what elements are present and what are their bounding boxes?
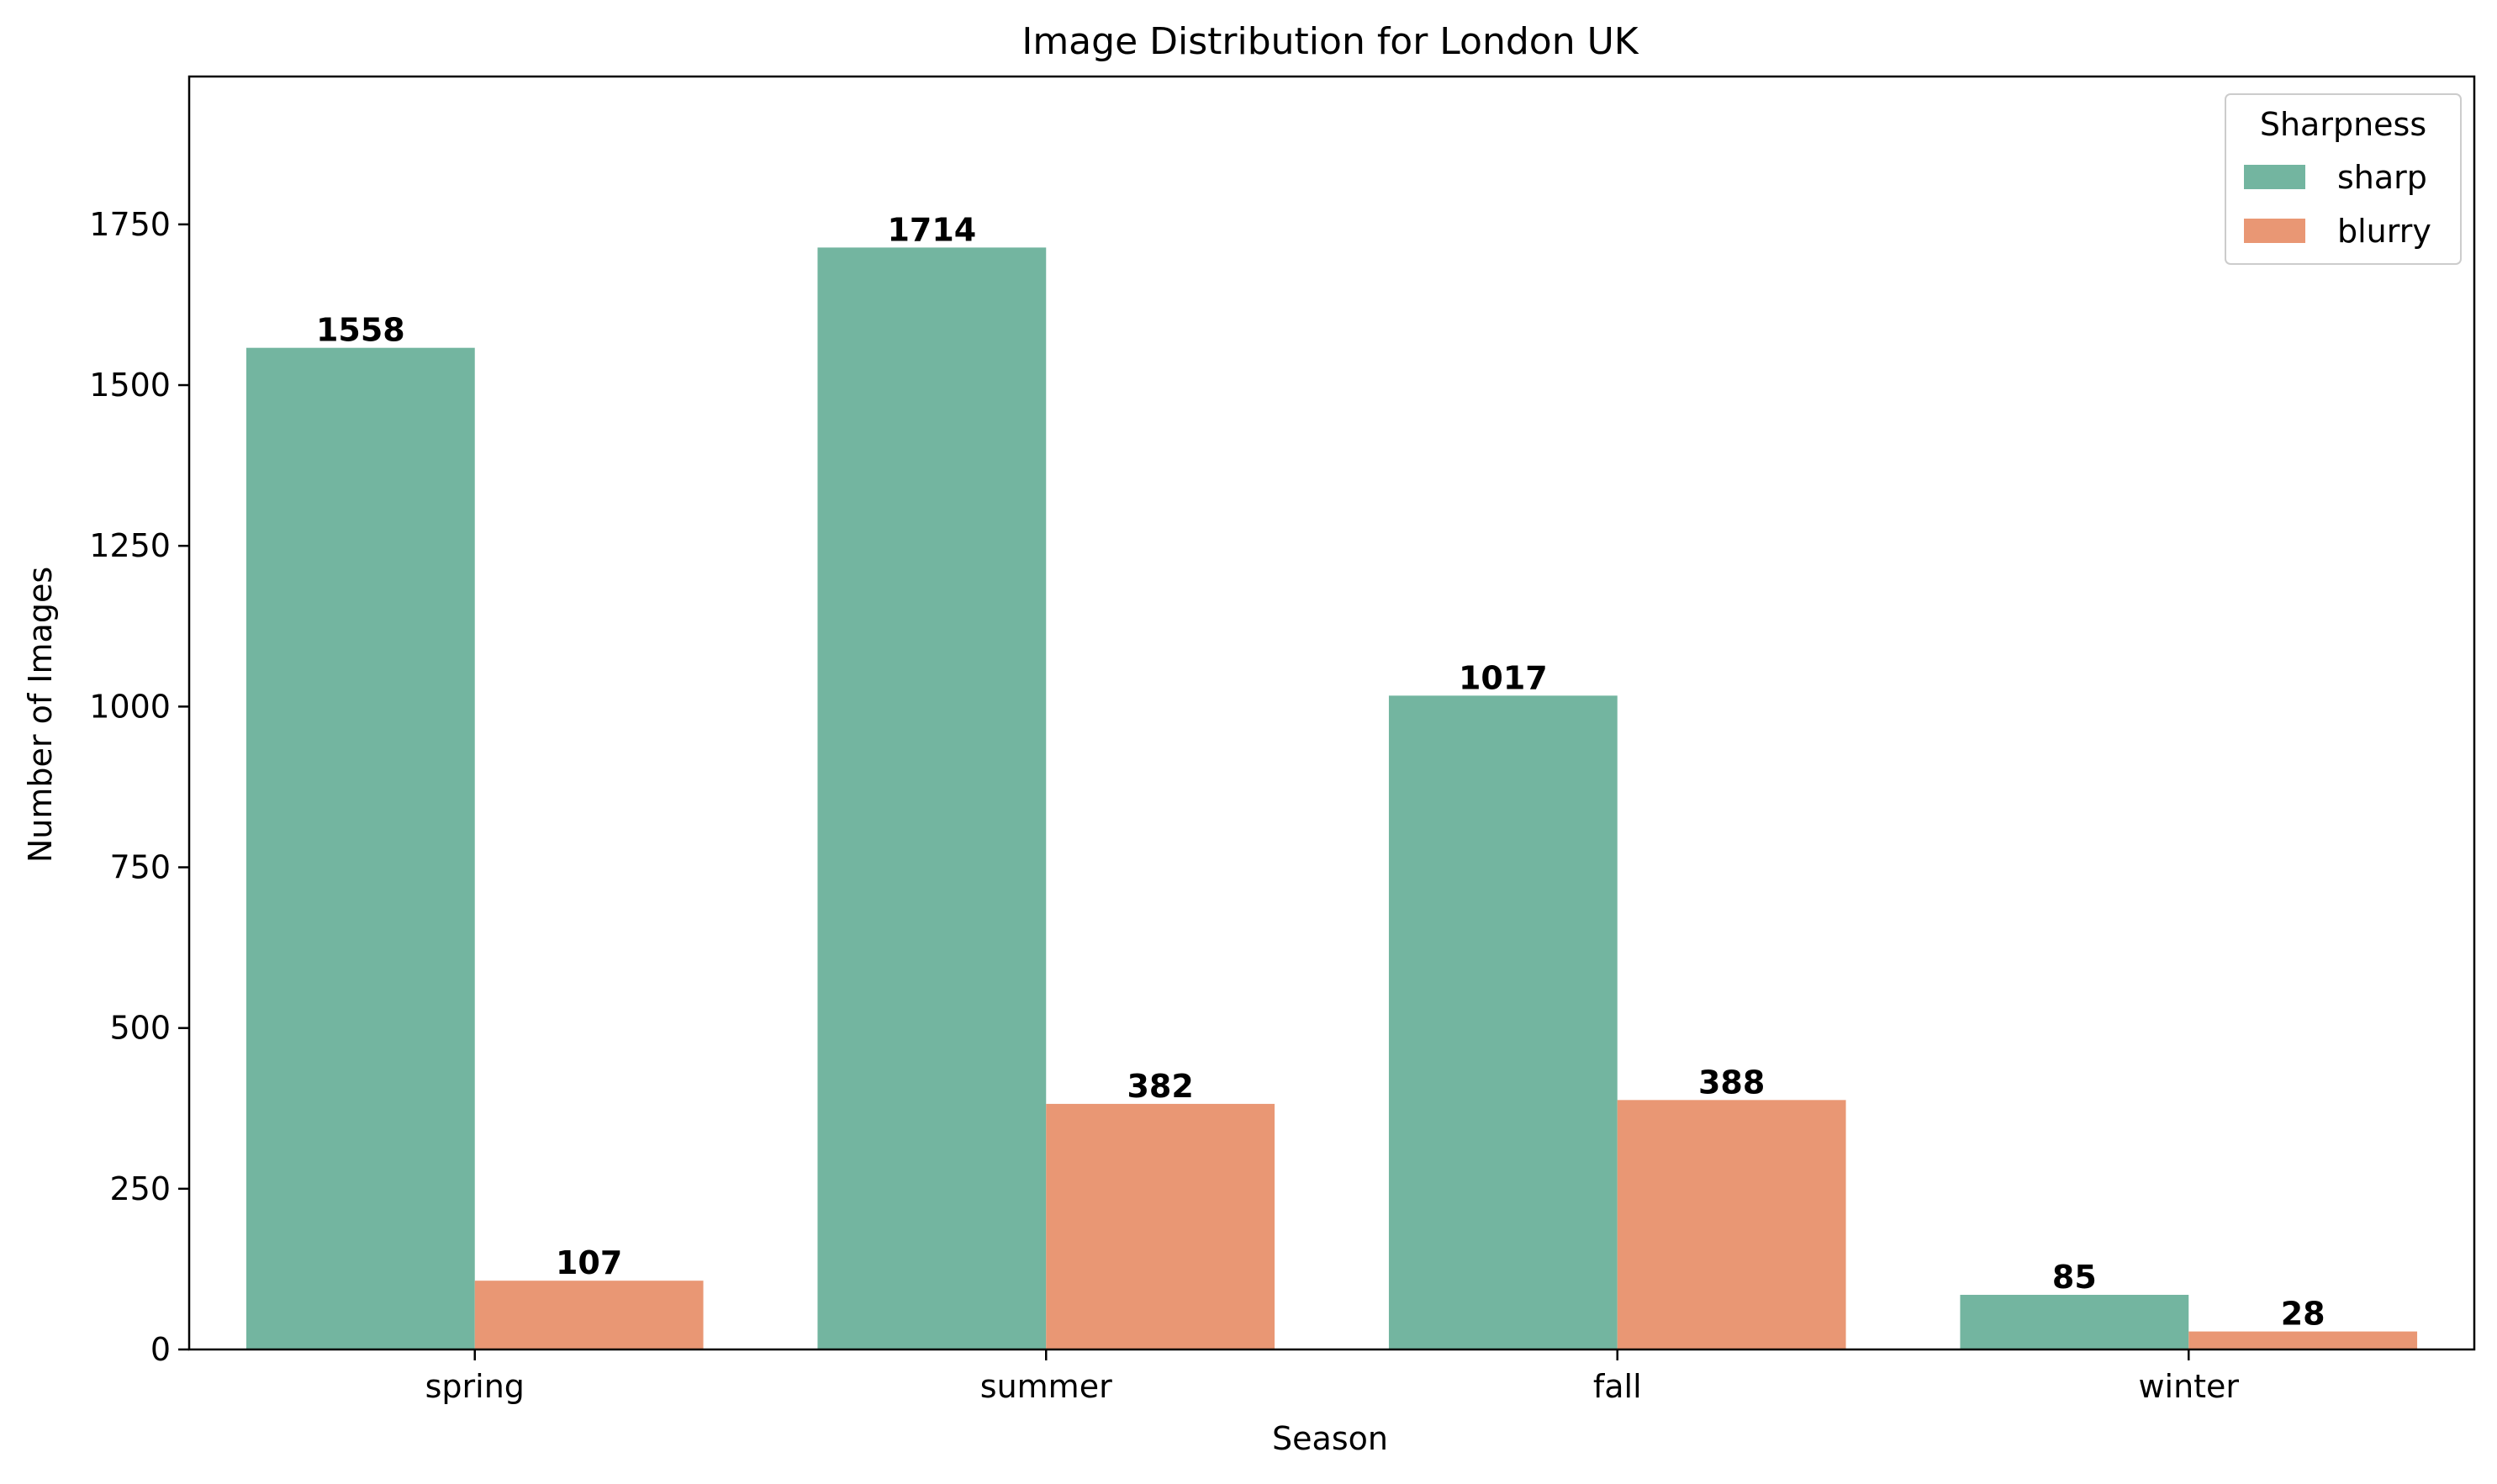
bar-blurry-winter [2188, 1331, 2418, 1349]
y-axis: 0 250 500 750 1000 1250 1500 1750 [89, 206, 189, 1368]
bar-value-label: 388 [1698, 1064, 1765, 1101]
bar-sharp-winter [1960, 1295, 2189, 1349]
y-tick-label: 500 [109, 1010, 171, 1047]
bar-value-label: 1558 [316, 312, 405, 349]
legend-label-blurry: blurry [2337, 213, 2431, 250]
y-axis-label: Number of Images [22, 567, 59, 863]
y-tick-label: 750 [109, 849, 171, 886]
y-tick-label: 1500 [89, 367, 171, 404]
legend-label-sharp: sharp [2337, 159, 2427, 196]
bar-value-label: 1714 [887, 211, 976, 248]
y-tick-label: 1750 [89, 206, 171, 243]
y-tick-label: 250 [109, 1170, 171, 1207]
x-tick-label: summer [980, 1368, 1112, 1405]
bar-value-label: 28 [2281, 1296, 2325, 1333]
y-tick-label: 0 [150, 1331, 171, 1368]
bar-value-label: 382 [1127, 1068, 1193, 1105]
y-tick-label: 1250 [89, 527, 171, 564]
x-tick-label: winter [2138, 1368, 2239, 1405]
x-tick-label: fall [1593, 1368, 1642, 1405]
bar-value-label: 85 [2052, 1259, 2097, 1296]
bar-labels-group: 1558 107 1714 382 1017 388 85 28 [316, 211, 2325, 1332]
bar-value-label: 1017 [1459, 659, 1548, 696]
y-tick-label: 1000 [89, 688, 171, 725]
bar-blurry-summer [1046, 1103, 1275, 1349]
plot-frame [187, 75, 2476, 1351]
bar-blurry-fall [1617, 1100, 1846, 1349]
bar-sharp-fall [1388, 695, 1618, 1349]
legend-title: Sharpness [2260, 106, 2426, 143]
bars-group [245, 247, 2418, 1350]
x-axis: spring summer fall winter [425, 1349, 2239, 1405]
x-axis-label: Season [1272, 1420, 1388, 1457]
bar-value-label: 107 [556, 1244, 622, 1281]
chart-title: Image Distribution for London UK [1022, 20, 1639, 63]
x-tick-label: spring [425, 1368, 525, 1405]
legend-swatch-sharp [2244, 165, 2305, 189]
legend: Sharpness sharp blurry [2225, 93, 2462, 265]
bar-blurry-spring [474, 1281, 704, 1349]
legend-swatch-blurry [2244, 219, 2305, 243]
bar-sharp-summer [817, 247, 1047, 1349]
bar-sharp-spring [245, 347, 475, 1350]
